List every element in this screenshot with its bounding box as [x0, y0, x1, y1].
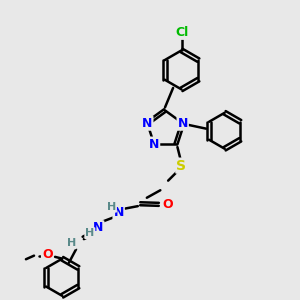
Text: N: N: [142, 117, 152, 130]
Text: N: N: [113, 206, 124, 219]
Text: H: H: [85, 228, 94, 238]
Text: N: N: [178, 117, 188, 130]
Text: O: O: [162, 198, 172, 211]
Text: N: N: [149, 137, 159, 151]
Text: N: N: [93, 221, 104, 234]
Text: S: S: [176, 159, 186, 172]
Text: Cl: Cl: [175, 26, 188, 39]
Text: H: H: [107, 202, 116, 212]
Text: O: O: [42, 248, 52, 261]
Text: H: H: [67, 238, 76, 248]
